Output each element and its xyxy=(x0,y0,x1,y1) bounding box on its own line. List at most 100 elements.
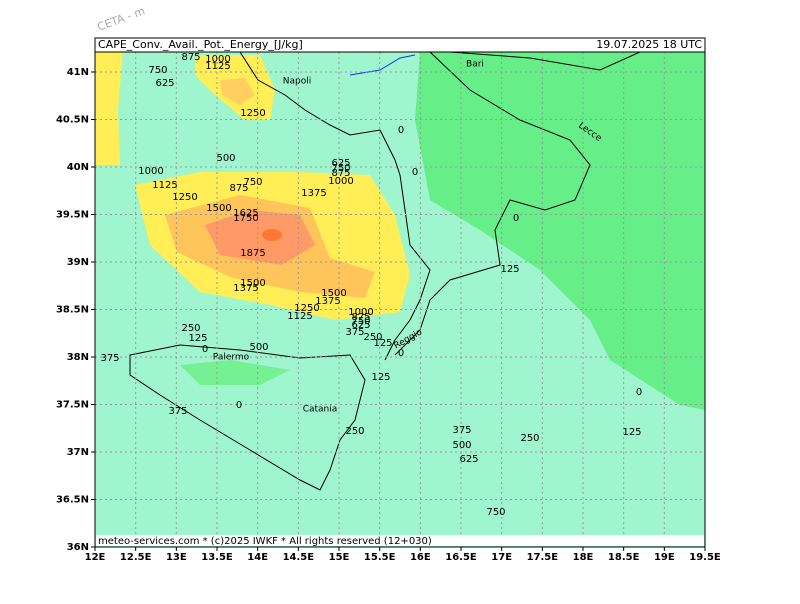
contour-label: 250 xyxy=(345,426,364,437)
lon-label: 15.5E xyxy=(364,552,396,563)
contour-label: 375 xyxy=(100,353,119,364)
contour-label: 500 xyxy=(216,153,235,164)
lon-label: 13E xyxy=(166,552,187,563)
lat-label: 40.5N xyxy=(56,115,89,126)
lat-label: 40N xyxy=(67,162,89,173)
contour-label: 1500 xyxy=(240,278,265,289)
lon-label: 12.5E xyxy=(120,552,152,563)
contour-label: 375 xyxy=(452,425,471,436)
lat-label: 36.5N xyxy=(56,495,89,506)
contour-label: 0 xyxy=(398,348,404,359)
contour-label: 250 xyxy=(363,332,382,343)
contour-label: 750 xyxy=(331,163,350,174)
lon-label: 19E xyxy=(654,552,675,563)
contour-label: 125 xyxy=(500,264,519,275)
contour-label: 1000 xyxy=(138,166,163,177)
lon-label: 18E xyxy=(573,552,594,563)
footer-bar xyxy=(96,535,704,546)
contour-label: 875 xyxy=(351,312,370,323)
lon-label: 16.5E xyxy=(445,552,477,563)
contour-label: 625 xyxy=(155,78,174,89)
contour-label: 1750 xyxy=(233,213,258,224)
lat-label: 39N xyxy=(67,257,89,268)
graticule xyxy=(95,52,705,547)
contour-label: 1375 xyxy=(233,283,258,294)
coastline-sicily xyxy=(129,344,366,491)
lon-label: 17.5E xyxy=(527,552,559,563)
contour-label: 0 xyxy=(236,400,242,411)
contour-label: 1000 xyxy=(328,176,353,187)
contour-label: 250 xyxy=(520,433,539,444)
contour-label: 500 xyxy=(452,440,471,451)
map-area xyxy=(95,52,705,547)
city-label: Catania xyxy=(303,405,338,415)
contour-label: 750 xyxy=(351,316,370,327)
lon-label: 19.5E xyxy=(689,552,721,563)
lon-label: 15E xyxy=(329,552,350,563)
lat-label: 39.5N xyxy=(56,210,89,221)
lon-label: 18.5E xyxy=(608,552,640,563)
contour-label: 125 xyxy=(373,338,392,349)
contour-label: 750 xyxy=(486,507,505,518)
contour-label: 1125 xyxy=(287,311,312,322)
lon-label: 14.5E xyxy=(283,552,315,563)
contour-label: 0 xyxy=(398,125,404,136)
lon-label: 16E xyxy=(410,552,431,563)
contour-label: 1375 xyxy=(315,296,340,307)
city-label: Palermo xyxy=(213,353,250,363)
lat-label: 37N xyxy=(67,447,89,458)
footer: meteo-services.com * (c)2025 IWKF * All … xyxy=(98,536,432,547)
contour-label: 1000 xyxy=(348,307,373,318)
lat-label: 38N xyxy=(67,352,89,363)
lat-label: 38.5N xyxy=(56,305,89,316)
contour-label: 0 xyxy=(412,167,418,178)
lon-label: 14E xyxy=(247,552,268,563)
city-label: Napoli xyxy=(283,77,311,87)
contour-label: 1625 xyxy=(233,208,258,219)
contour-label: 1250 xyxy=(294,303,319,314)
contour-label: 875 xyxy=(229,183,248,194)
city-label: Bari xyxy=(466,60,484,70)
contour-label: 625 xyxy=(459,454,478,465)
contour-label: 0 xyxy=(513,213,519,224)
contour-label: 1250 xyxy=(172,192,197,203)
map-title: CAPE_Conv._Avail._Pot._Energy_[J/kg] xyxy=(98,38,303,51)
contour-label: 750 xyxy=(148,65,167,76)
field-zero-sicily xyxy=(180,360,290,385)
lat-label: 37.5N xyxy=(56,400,89,411)
contour-label: 750 xyxy=(243,177,262,188)
contour-label: 625 xyxy=(331,158,350,169)
contour-label: 250 xyxy=(181,323,200,334)
contour-label: 1500 xyxy=(206,203,231,214)
lat-label: 36N xyxy=(67,542,89,553)
contour-label: 375 xyxy=(168,406,187,417)
field-zero xyxy=(415,52,705,410)
contour-label: 1125 xyxy=(152,180,177,191)
contour-label: 625 xyxy=(351,320,370,331)
contour-label: 0 xyxy=(636,387,642,398)
timestamp: 19.07.2025 18 UTC xyxy=(596,38,702,51)
contour-label: 500 xyxy=(249,342,268,353)
lat-label: 41N xyxy=(67,67,89,78)
map-frame xyxy=(94,51,706,548)
contour-label: 1000 xyxy=(205,54,230,65)
contour-label: 125 xyxy=(371,372,390,383)
lon-label: 12E xyxy=(85,552,106,563)
contour-label: 0 xyxy=(202,344,208,355)
field-max xyxy=(262,229,282,241)
field-yellow-west xyxy=(95,52,123,165)
contour-label: 1375 xyxy=(301,188,326,199)
lon-label: 13.5E xyxy=(201,552,233,563)
contour-label: 1500 xyxy=(321,288,346,299)
lon-label: 17E xyxy=(491,552,512,563)
contour-label: 875 xyxy=(331,168,350,179)
contour-label: 125 xyxy=(188,333,207,344)
contour-label: 1125 xyxy=(205,61,230,72)
watermark: CETA - m xyxy=(96,4,147,33)
contour-label: 1250 xyxy=(240,108,265,119)
contour-label: 875 xyxy=(181,52,200,63)
contour-label: 1875 xyxy=(240,248,265,259)
field-orange-north xyxy=(220,78,255,105)
